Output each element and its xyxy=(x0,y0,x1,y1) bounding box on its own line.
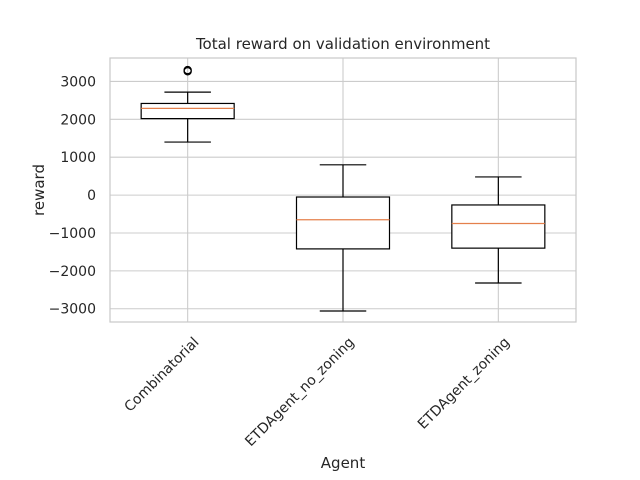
y-tick-label: 2000 xyxy=(60,112,96,128)
outlier-point xyxy=(183,65,192,75)
y-tick-label: −3000 xyxy=(49,302,96,318)
x-tick-label: Combinatorial xyxy=(122,334,203,415)
y-tick-label: −1000 xyxy=(49,226,96,242)
y-axis-label: reward xyxy=(30,164,48,216)
box-iqr xyxy=(140,102,235,120)
y-tick-labels: 3000 2000 1000 0 −1000 −2000 −3000 xyxy=(49,74,96,317)
y-tick-label: 3000 xyxy=(60,74,96,90)
x-axis-label: Agent xyxy=(321,454,366,472)
x-tick-label: ETDAgent_zoning xyxy=(415,334,513,432)
x-tick-labels: Combinatorial ETDAgent_no_zoning ETDAgent_… xyxy=(122,334,514,449)
boxes xyxy=(140,65,546,312)
y-tick-label: −2000 xyxy=(49,264,96,280)
box-iqr xyxy=(295,196,391,250)
plot-frame xyxy=(109,57,577,323)
chart-title: Total reward on validation environment xyxy=(195,35,490,53)
y-tick-label: 1000 xyxy=(60,150,96,166)
x-tick-label: ETDAgent_no_zoning xyxy=(242,334,357,449)
y-tick-label: 0 xyxy=(87,188,96,204)
box-iqr xyxy=(451,204,546,249)
